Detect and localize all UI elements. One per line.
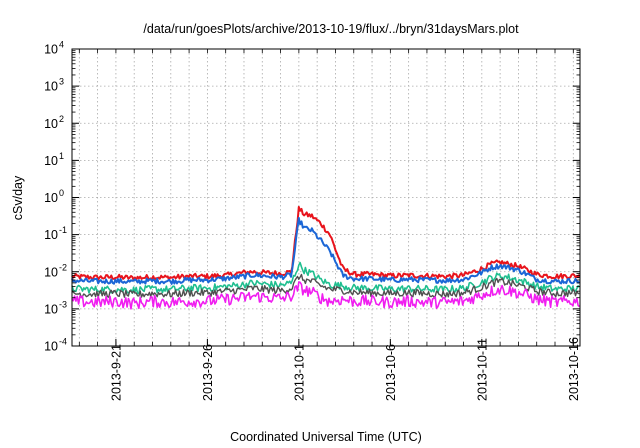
series-teal-line — [71, 261, 580, 295]
y-tick-label: 10 — [44, 191, 58, 205]
y-tick-label-base: 10 — [44, 154, 58, 168]
y-tick-label: 10 — [44, 228, 58, 242]
y-tick-label-base: 10 — [44, 117, 58, 131]
y-tick-label-exponent: -3 — [59, 299, 67, 309]
x-tick-label: 2013-10-1 — [292, 344, 306, 401]
y-tick-label: 10 — [44, 340, 58, 354]
y-tick-label: 10 — [44, 80, 58, 94]
y-tick-label-base: 10 — [44, 302, 58, 316]
y-tick-label-exponent: -2 — [59, 262, 67, 272]
grid — [72, 49, 580, 346]
y-tick-label: 10 — [44, 302, 58, 316]
y-tick-label-base: 10 — [44, 340, 58, 354]
y-tick-label: 10 — [44, 154, 58, 168]
y-tick-label-exponent: 0 — [59, 188, 64, 198]
y-tick-label-base: 10 — [44, 228, 58, 242]
y-tick-label-base: 10 — [44, 43, 58, 57]
x-tick-label: 2013-9-21 — [109, 344, 123, 401]
y-tick-label-base: 10 — [44, 80, 58, 94]
x-tick-label: 2013-10-11 — [475, 338, 489, 401]
y-axis-label: cSv/day — [11, 175, 25, 220]
chart-title: /data/run/goesPlots/archive/2013-10-19/f… — [143, 22, 519, 36]
x-tick-label: 2013-9-26 — [201, 344, 215, 401]
y-tick-label-exponent: 1 — [59, 151, 64, 161]
data-series — [71, 205, 581, 310]
y-tick-label: 10 — [44, 43, 58, 57]
x-tick-label: 2013-10-16 — [567, 337, 581, 401]
y-tick-label-exponent: 3 — [59, 77, 64, 87]
y-tick-label-base: 10 — [44, 265, 58, 279]
y-tick-label-exponent: -1 — [59, 225, 67, 235]
y-tick-label-exponent: -4 — [59, 337, 67, 347]
series-darkgray-line — [71, 273, 580, 299]
x-axis-label: Coordinated Universal Time (UTC) — [230, 430, 422, 444]
y-tick-label-base: 10 — [44, 191, 58, 205]
y-tick-label: 10 — [44, 265, 58, 279]
y-tick-label-exponent: 2 — [59, 114, 64, 124]
series-blue-line — [71, 216, 581, 285]
y-tick-label: 10 — [44, 117, 58, 131]
y-tick-label-exponent: 4 — [59, 40, 64, 50]
x-tick-label: 2013-10-6 — [384, 344, 398, 401]
series-red-line — [71, 205, 581, 281]
series-magenta-line — [71, 281, 580, 310]
